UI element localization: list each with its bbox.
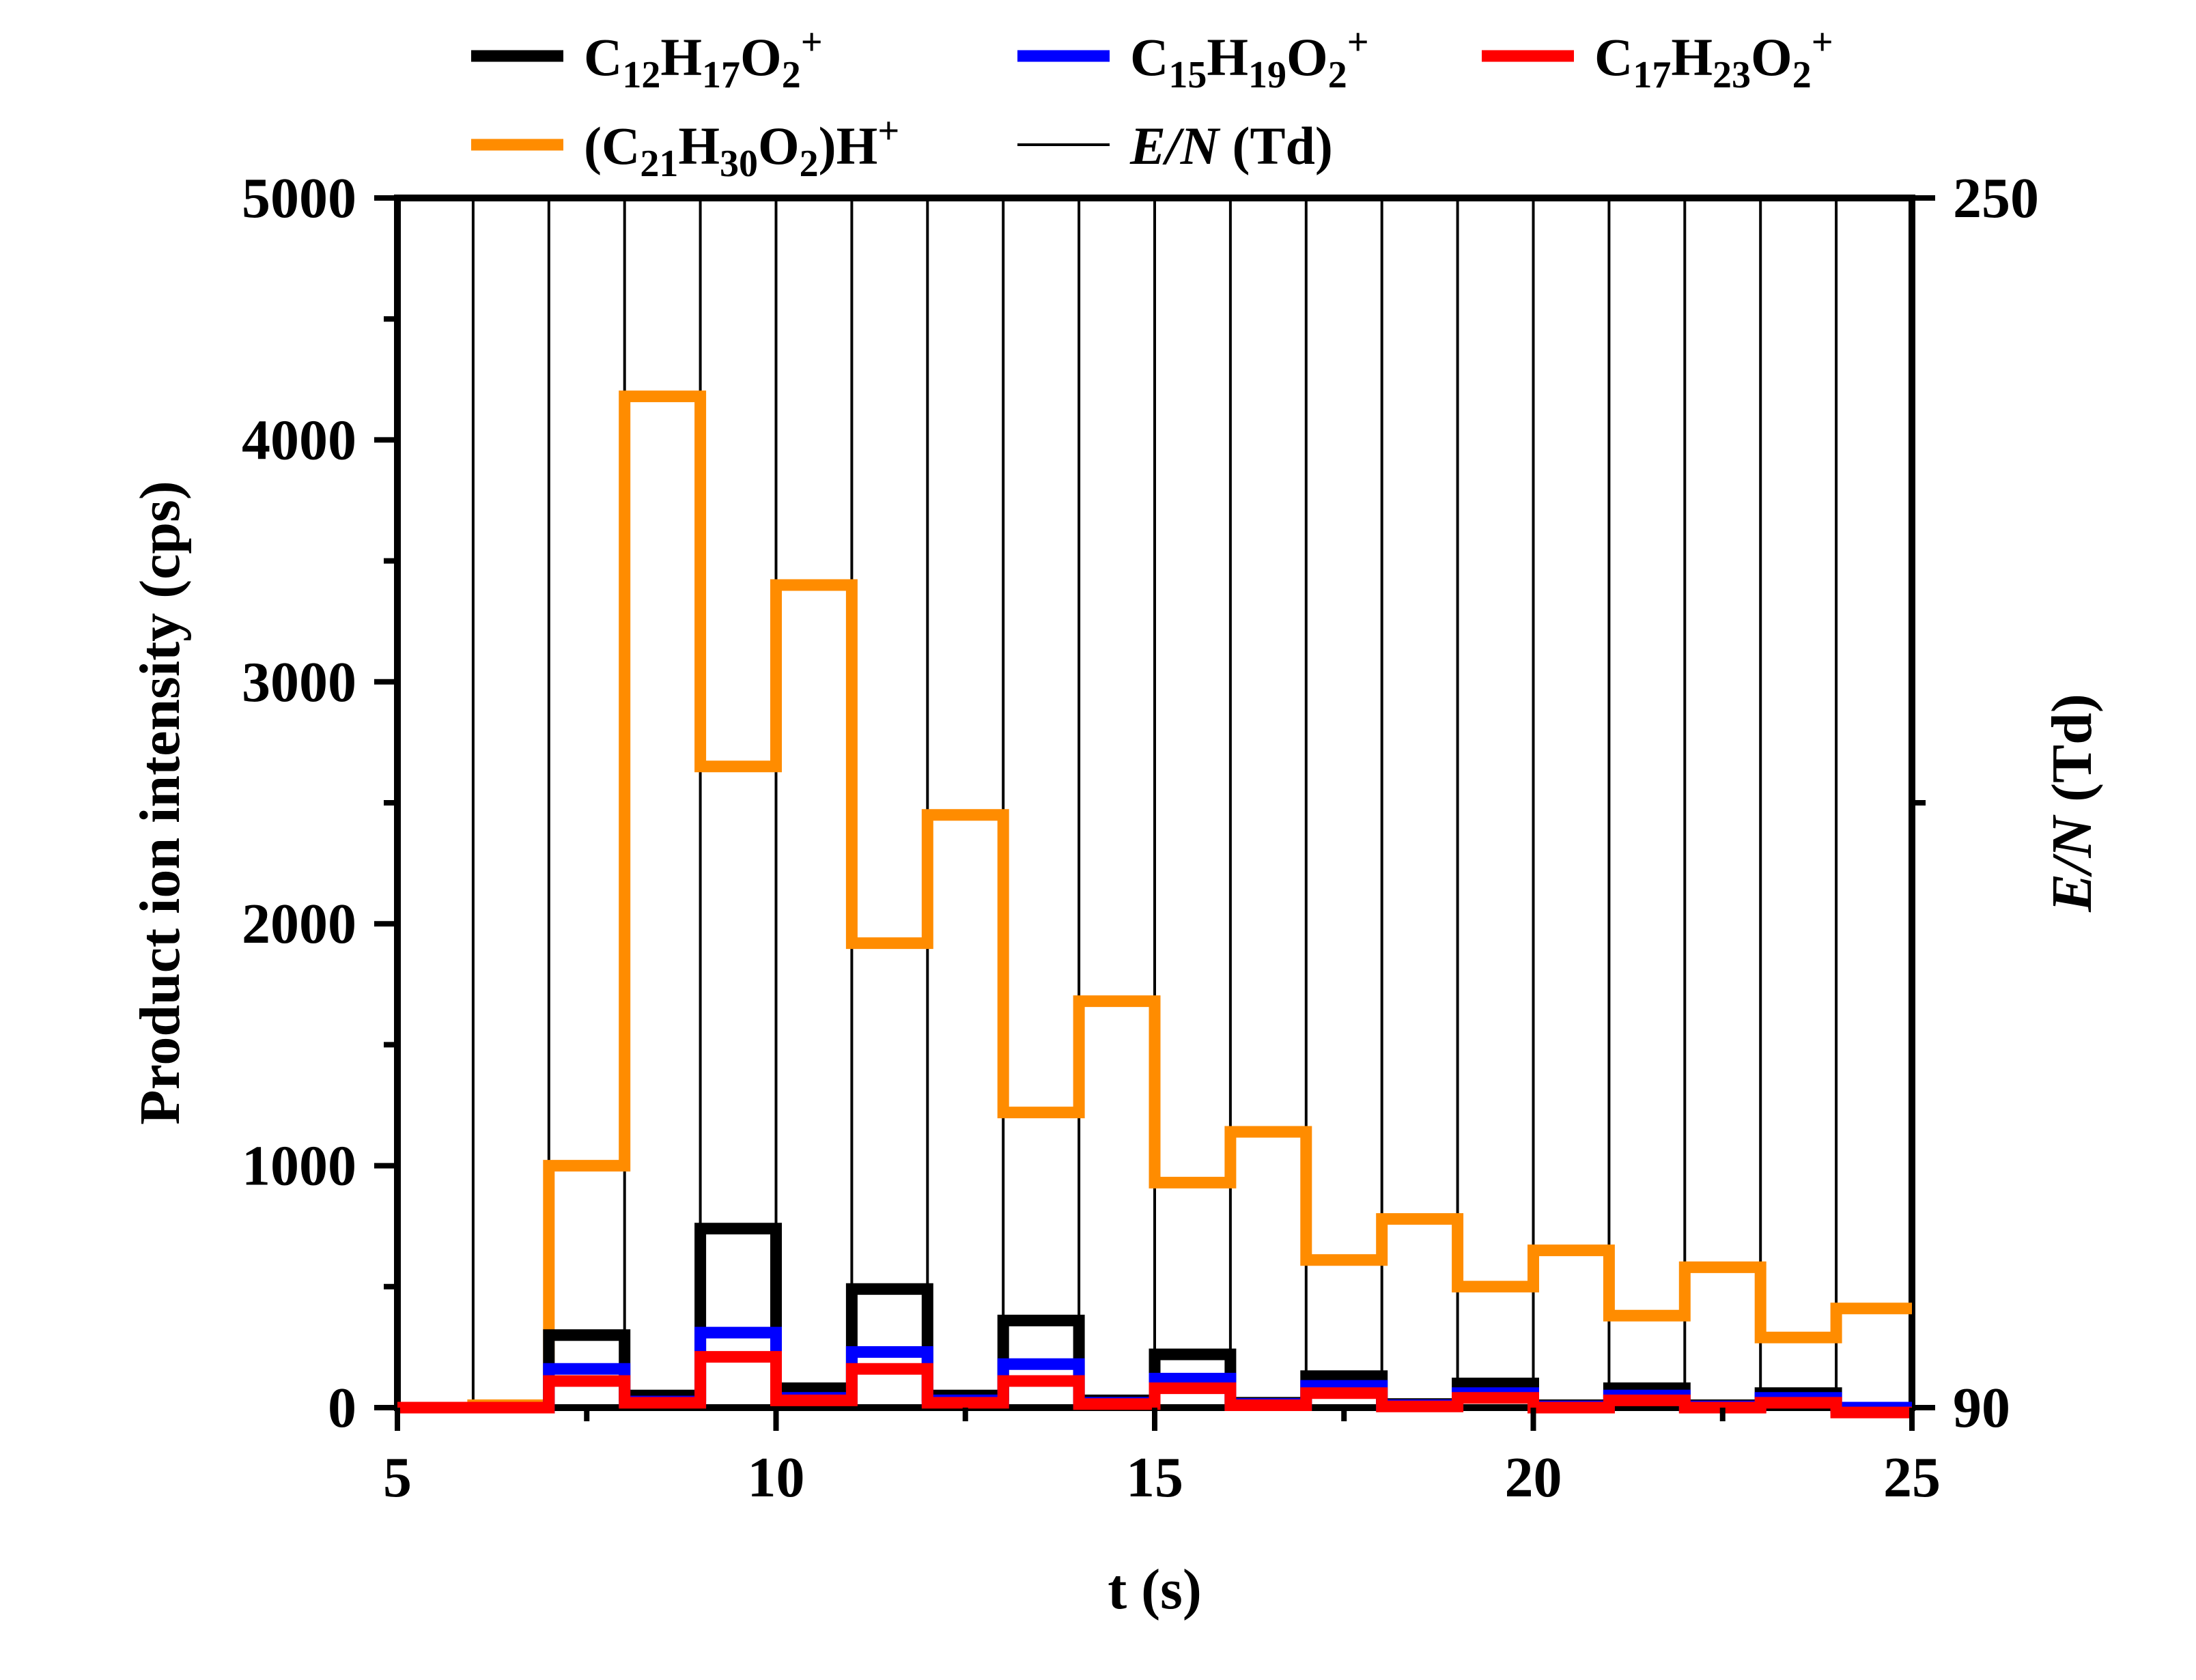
y-right-tick-label-1: 250: [1953, 167, 2039, 230]
series-line-3: [397, 390, 1912, 1414]
y-left-tick-label-3: 3000: [242, 651, 356, 714]
legend-item-0: C12H17O2+: [471, 21, 823, 96]
y-axis-label-right: E/N (Td): [2040, 694, 2104, 913]
legend-label-0: C12H17O2+: [584, 21, 823, 96]
legend-item-1: C15H19O2+: [1017, 21, 1369, 96]
y-left-tick-label-5: 5000: [242, 167, 356, 230]
legend-item-4: E/N (Td): [1017, 116, 1333, 175]
legend-item-2: C17H23O2+: [1482, 21, 1833, 96]
x-tick-label-4: 25: [1883, 1446, 1941, 1509]
legend: C12H17O2+ C15H19O2+ C17H23O2+ (C21H30O2)H+ E…: [471, 21, 1833, 185]
x-tick-label-1: 10: [748, 1446, 805, 1509]
y-left-tick-label-2: 2000: [242, 892, 356, 956]
legend-item-3: (C21H30O2)H+: [471, 110, 899, 185]
legend-label-3: (C21H30O2)H+: [584, 110, 899, 185]
series-layer: [397, 197, 1912, 1419]
y-left-tick-label-0: 0: [328, 1376, 356, 1440]
legend-label-1: C15H19O2+: [1130, 21, 1369, 96]
y-axis-label-left: Product ion intensity (cps): [128, 481, 192, 1124]
series-line-2: [397, 1351, 1912, 1419]
x-tick-label-3: 20: [1505, 1446, 1562, 1509]
x-tick-label-0: 5: [383, 1446, 412, 1509]
y-axis-label-right-text: E/N: [2040, 814, 2104, 913]
legend-label-4: E/N (Td): [1129, 116, 1333, 175]
y-axis-label-right-unit: (Td): [2040, 694, 2104, 802]
y-left-tick-label-1: 1000: [242, 1135, 356, 1198]
y-right-tick-label-0: 90: [1953, 1376, 2010, 1440]
x-axis-label: t (s): [1108, 1558, 1202, 1621]
x-tick-label-2: 15: [1126, 1446, 1183, 1509]
y-left-tick-label-4: 4000: [242, 408, 356, 472]
legend-label-2: C17H23O2+: [1594, 21, 1833, 96]
